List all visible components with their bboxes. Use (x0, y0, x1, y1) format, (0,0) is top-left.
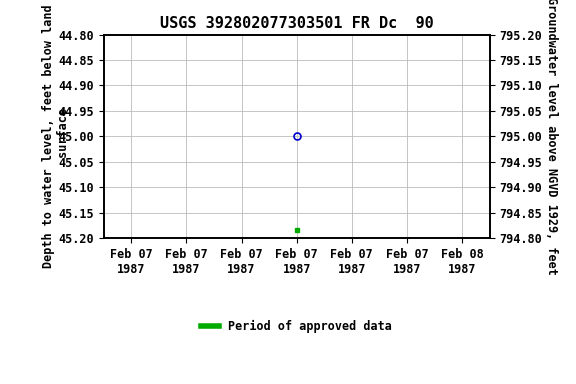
Title: USGS 392802077303501 FR Dc  90: USGS 392802077303501 FR Dc 90 (160, 16, 434, 31)
Y-axis label: Depth to water level, feet below land
 surface: Depth to water level, feet below land su… (41, 5, 70, 268)
Y-axis label: Groundwater level above NGVD 1929, feet: Groundwater level above NGVD 1929, feet (545, 0, 558, 275)
Legend: Period of approved data: Period of approved data (196, 316, 397, 338)
